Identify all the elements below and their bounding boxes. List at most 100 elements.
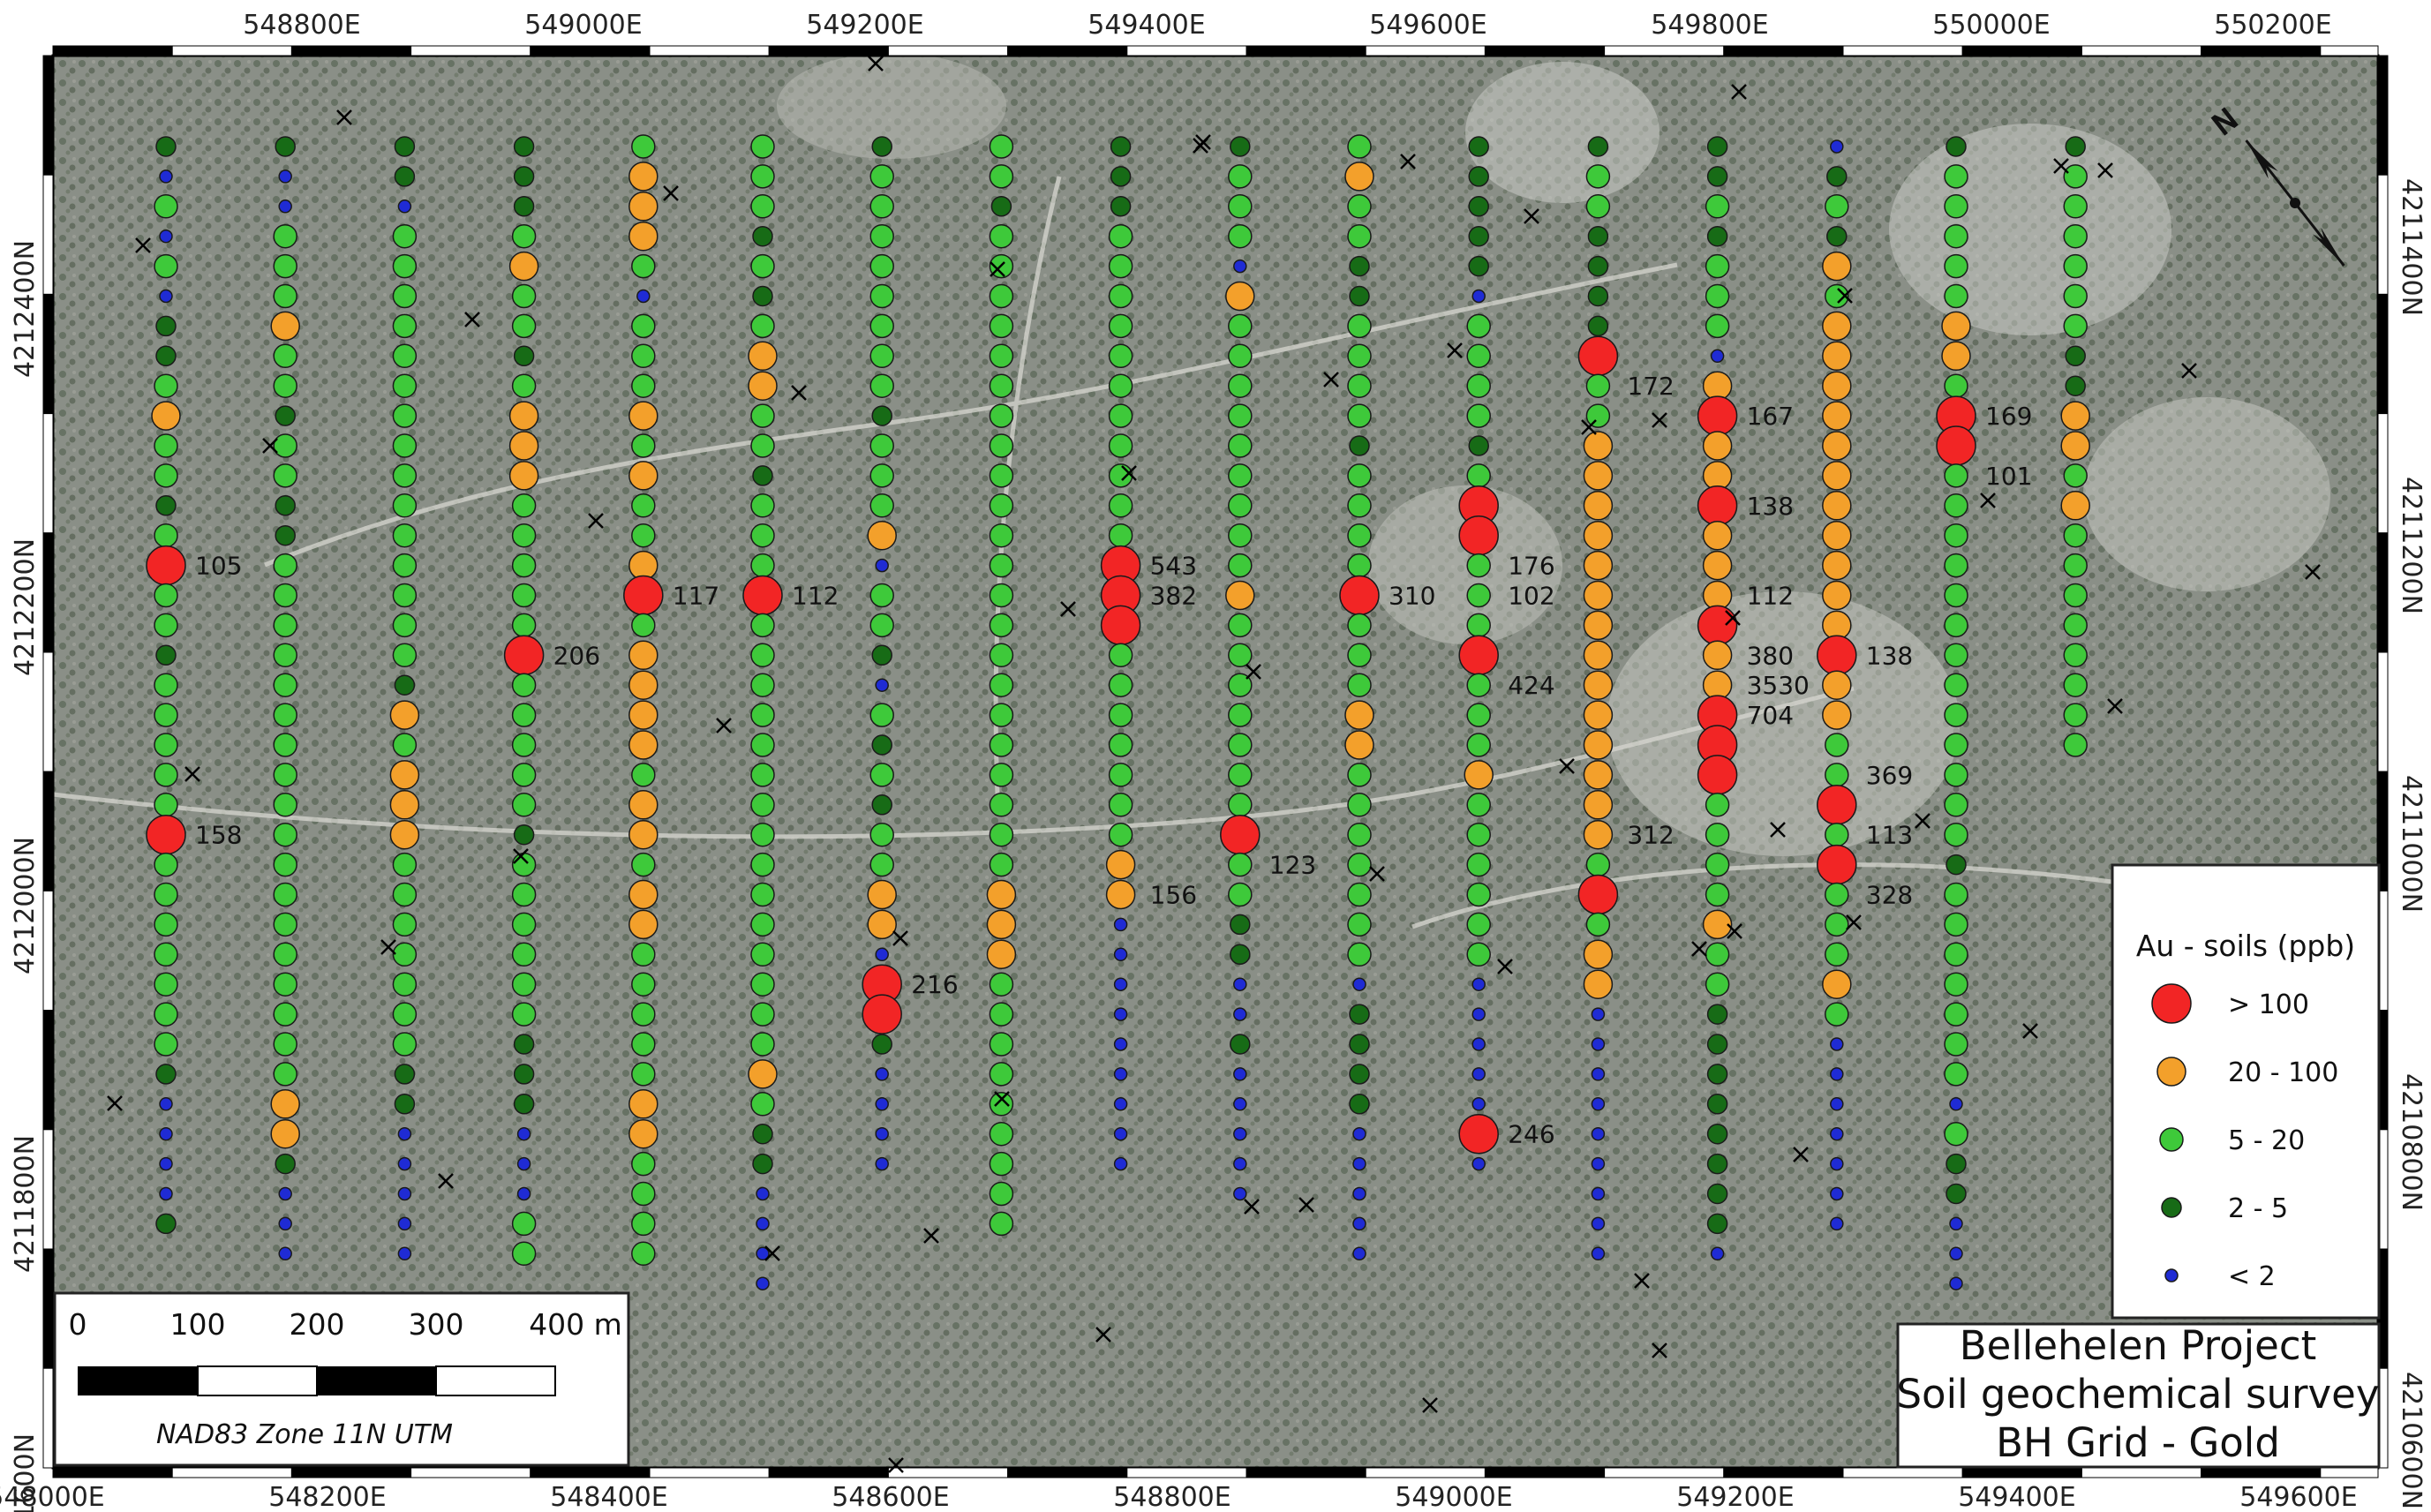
sample-point <box>1949 1097 1963 1111</box>
sample-point <box>1466 793 1491 817</box>
sample-point <box>1825 822 1849 847</box>
scale-label-300: 300 <box>409 1307 464 1342</box>
sample-point <box>397 1126 412 1141</box>
legend-item: < 2 <box>2164 1261 2276 1292</box>
sample-point <box>1583 730 1614 760</box>
sample-point <box>1349 285 1370 307</box>
au-value-label: 167 <box>1747 402 1794 431</box>
sample-point <box>750 164 775 189</box>
au-value-label: 112 <box>1747 582 1794 611</box>
sample-point <box>155 1213 177 1235</box>
grid-cross <box>1837 288 1853 304</box>
sample-point <box>631 1241 656 1267</box>
sample-point <box>159 1097 173 1111</box>
sample-point <box>273 1002 297 1027</box>
legend-item: > 100 <box>2151 983 2309 1024</box>
sample-point <box>1702 909 1733 940</box>
sample-point <box>1108 643 1133 668</box>
legend-item: 20 - 100 <box>2156 1057 2338 1088</box>
sample-point <box>394 136 416 157</box>
sample-point <box>1233 1067 1247 1081</box>
sample-line: 206 <box>503 136 600 1267</box>
sample-point <box>631 1151 656 1177</box>
easting-label-top: 549800E <box>1651 10 1768 41</box>
grid-cross <box>1246 664 1261 680</box>
sample-point <box>1944 822 1968 847</box>
sample-point <box>875 678 889 692</box>
grid-cross <box>1727 923 1742 939</box>
sample-point <box>1944 523 1968 548</box>
sample-point <box>273 283 297 309</box>
legend-item: 5 - 20 <box>2159 1125 2305 1156</box>
sample-point <box>1108 523 1133 548</box>
sample-point <box>867 520 897 551</box>
sample-point <box>989 1211 1014 1237</box>
sample-point <box>2063 194 2088 219</box>
sample-point <box>1697 755 1738 795</box>
sample-point <box>392 733 418 757</box>
easting-label-top: 550000E <box>1932 10 2050 41</box>
sample-point <box>631 313 656 339</box>
au-value-label: 328 <box>1866 881 1913 910</box>
sample-point <box>631 433 656 458</box>
sample-point <box>154 523 178 548</box>
sample-point <box>989 1092 1014 1117</box>
sample-point <box>989 613 1014 638</box>
sample-point <box>869 194 894 219</box>
sample-point <box>392 942 418 967</box>
grid-cross <box>588 513 604 529</box>
sample-point <box>273 912 297 937</box>
grid-cross <box>1731 84 1747 100</box>
sample-point <box>511 313 537 339</box>
sample-point <box>1466 703 1491 727</box>
au-value-label: 102 <box>1508 582 1554 611</box>
sample-point <box>1228 852 1253 877</box>
sample-point <box>1830 1097 1844 1111</box>
grid-cross <box>990 261 1005 277</box>
sample-line <box>270 136 300 1261</box>
au-value-label: 138 <box>1747 492 1794 521</box>
sample-point <box>1944 643 1968 668</box>
sample-point <box>1591 1037 1606 1051</box>
sample-point <box>989 493 1014 518</box>
sample-point <box>1822 580 1852 611</box>
sample-point <box>2063 673 2088 697</box>
sample-point <box>1233 1097 1247 1111</box>
sample-point <box>1705 793 1730 817</box>
sample-point <box>750 852 775 877</box>
sample-point <box>989 553 1014 578</box>
sample-point <box>750 972 775 997</box>
sample-point <box>1822 371 1852 401</box>
grid-cross <box>1652 412 1667 428</box>
au-value-label: 704 <box>1747 701 1794 730</box>
sample-line <box>389 136 420 1261</box>
sample-point <box>159 169 173 184</box>
grid-cross <box>923 1228 939 1244</box>
sample-point <box>511 283 537 309</box>
sample-point <box>2063 613 2088 638</box>
sample-point <box>989 223 1014 249</box>
sample-point <box>1944 553 1968 578</box>
sample-point <box>1466 942 1491 967</box>
sample-point <box>1591 1216 1606 1231</box>
sample-point <box>871 136 892 157</box>
au-value-label: 156 <box>1150 881 1197 910</box>
sample-point <box>1591 1097 1606 1111</box>
sample-point <box>1702 520 1733 551</box>
sample-point <box>875 1126 889 1141</box>
sample-point <box>1583 670 1614 700</box>
sample-point <box>1706 1094 1728 1115</box>
scale-label-100: 100 <box>170 1307 226 1342</box>
sample-point <box>871 405 892 426</box>
sample-point <box>1817 785 1857 825</box>
sample-point <box>1706 1004 1728 1025</box>
sample-point <box>2060 401 2090 431</box>
sample-point <box>1347 373 1372 398</box>
sample-point <box>628 1089 659 1119</box>
sample-point <box>989 433 1014 458</box>
sample-point <box>1936 425 1976 466</box>
easting-label-bottom: 549000E <box>1395 1482 1512 1512</box>
legend-label: 2 - 5 <box>2228 1193 2288 1224</box>
sample-point <box>752 465 773 486</box>
sample-point <box>1705 852 1730 877</box>
